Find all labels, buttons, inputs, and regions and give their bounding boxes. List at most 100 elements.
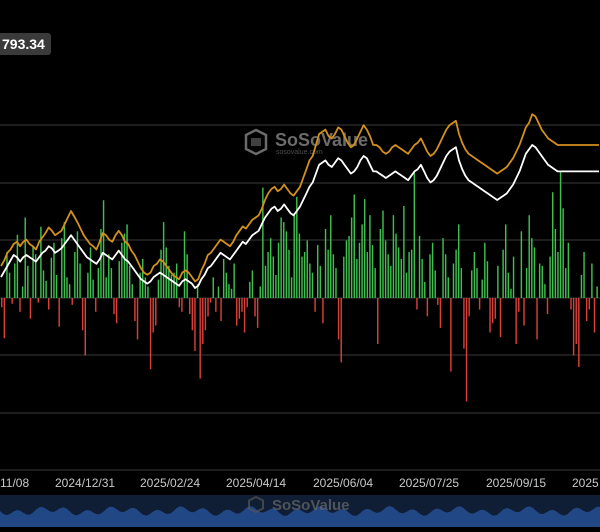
- inflow-bar: [400, 258, 402, 298]
- outflow-bar: [340, 298, 342, 363]
- inflow-bar: [50, 257, 53, 298]
- outflow-bar: [29, 298, 32, 319]
- inflow-bar: [567, 242, 570, 298]
- inflow-bar: [486, 261, 489, 298]
- watermark-logo: SoSoValue sosovalue.com: [244, 128, 368, 156]
- x-tick-label: 2025: [572, 476, 599, 490]
- inflow-bar: [583, 252, 585, 298]
- outflow-bar: [494, 298, 496, 319]
- inflow-bar: [259, 286, 261, 298]
- outflow-bar: [523, 298, 525, 326]
- inflow-bar: [311, 272, 314, 298]
- outflow-bar: [585, 298, 588, 321]
- outflow-bar: [84, 298, 86, 356]
- inflow-bar: [16, 234, 19, 298]
- inflow-bar: [144, 277, 147, 298]
- outflow-bar: [113, 298, 115, 315]
- x-tick-label: 2025/07/25: [399, 476, 459, 490]
- outflow-bar: [463, 298, 465, 349]
- inflow-bar: [183, 231, 186, 298]
- inflow-bar: [358, 242, 361, 298]
- inflow-bar: [267, 252, 269, 298]
- inflow-bar: [473, 252, 476, 298]
- flow-bars: [1, 171, 598, 402]
- outflow-bar: [178, 298, 181, 308]
- inflow-bar: [290, 277, 293, 298]
- outflow-bar: [149, 298, 152, 370]
- outflow-bar: [152, 298, 154, 333]
- inflow-bar: [557, 252, 559, 298]
- inflow-bar: [410, 249, 413, 298]
- outflow-bar: [3, 298, 6, 339]
- outflow-bar: [220, 298, 222, 321]
- outflow-bar: [191, 298, 194, 331]
- outflow-bar: [322, 298, 324, 324]
- inflow-bar: [296, 196, 298, 298]
- inflow-bar: [544, 284, 546, 298]
- inflow-bar: [512, 256, 515, 298]
- range-navigator[interactable]: SoSoValue: [0, 495, 600, 527]
- inflow-bar: [157, 279, 160, 298]
- inflow-bar: [97, 268, 100, 298]
- inflow-bar: [481, 279, 483, 298]
- inflow-bar: [345, 240, 348, 298]
- outflow-bar: [58, 298, 60, 327]
- outflow-bar: [1, 298, 3, 308]
- outflow-bar: [155, 298, 157, 326]
- outflow-bar: [572, 298, 575, 356]
- inflow-bar: [596, 286, 598, 298]
- inflow-bar: [264, 265, 267, 298]
- inflow-bar: [225, 272, 228, 298]
- inflow-bar: [387, 254, 389, 298]
- inflow-bar: [45, 280, 47, 298]
- inflow-bar: [8, 272, 11, 298]
- inflow-bar: [335, 268, 337, 298]
- inflow-bar: [102, 200, 105, 298]
- navigator-area: [0, 506, 600, 527]
- inflow-bar: [100, 229, 102, 298]
- x-axis: 11/08 2024/12/31 2025/02/24 2025/04/14 2025/…: [0, 476, 599, 490]
- inflow-bar: [395, 233, 397, 298]
- inflow-bar: [361, 224, 363, 298]
- x-tick-label: 11/08: [0, 476, 29, 490]
- inflow-bar: [408, 252, 410, 298]
- inflow-bar: [277, 242, 280, 298]
- x-tick-label: 2025/06/04: [313, 476, 373, 490]
- inflow-bar: [442, 238, 444, 298]
- inflow-bar: [319, 265, 322, 298]
- outflow-bar: [515, 298, 517, 344]
- inflow-bar: [457, 224, 460, 298]
- outflow-bar: [181, 298, 183, 312]
- inflow-bar: [131, 284, 134, 298]
- inflow-bar: [356, 258, 358, 298]
- inflow-bar: [554, 229, 557, 298]
- inflow-bar: [541, 265, 543, 298]
- inflow-bar: [142, 258, 144, 298]
- inflow-bar: [497, 265, 499, 298]
- inflow-bar: [262, 187, 264, 298]
- inflow-bar: [196, 284, 199, 298]
- outflow-bar: [136, 298, 139, 340]
- inflow-bar: [452, 263, 455, 298]
- inflow-bar: [460, 268, 463, 298]
- inflow-bar: [79, 263, 81, 298]
- outflow-bar: [215, 298, 217, 312]
- outflow-bar: [578, 298, 580, 367]
- outflow-bar: [377, 298, 379, 344]
- inflow-bar: [327, 249, 329, 298]
- inflow-bar: [228, 284, 230, 298]
- inflow-bar: [32, 246, 34, 298]
- outflow-bar: [243, 298, 246, 333]
- inflow-bar: [455, 249, 457, 298]
- outflow-bar: [426, 298, 429, 317]
- outflow-bar: [518, 298, 520, 312]
- inflow-bar: [27, 265, 29, 298]
- inflow-bar: [288, 249, 290, 298]
- inflow-bar: [363, 199, 366, 298]
- outflow-bar: [575, 298, 577, 344]
- inflow-bar: [413, 171, 416, 298]
- inflow-bar: [405, 272, 408, 298]
- inflow-bar: [538, 263, 541, 298]
- inflow-bar: [303, 252, 306, 298]
- inflow-bar: [348, 235, 350, 298]
